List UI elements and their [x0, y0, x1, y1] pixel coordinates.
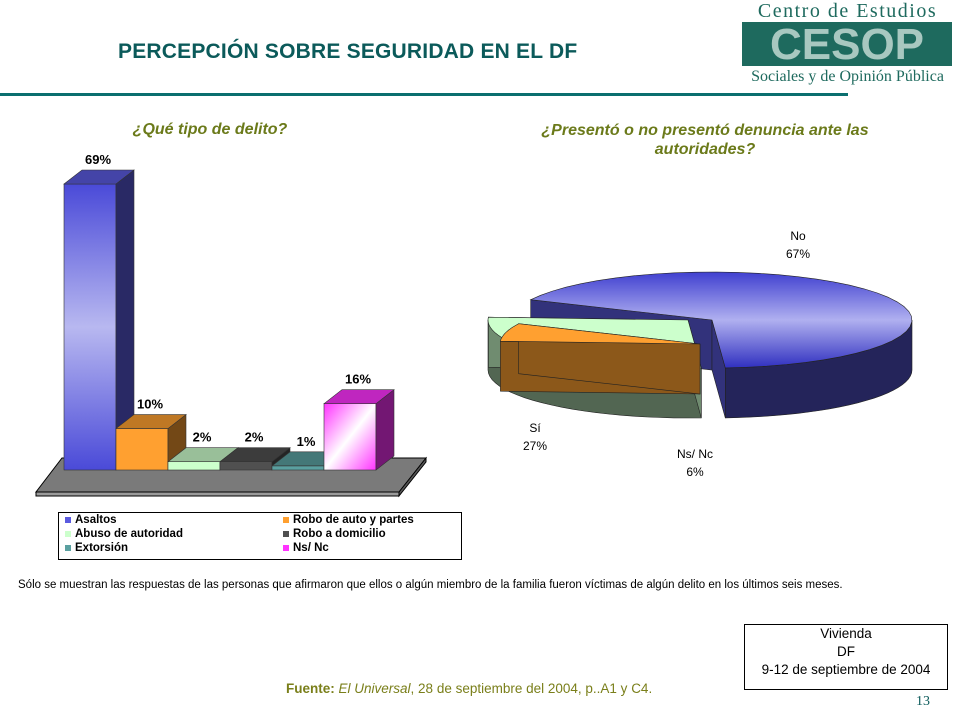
legend-item-4: Robo a domicilio — [283, 528, 386, 540]
pie-category-label-3: Ns/ Nc — [677, 447, 713, 461]
legend-label-2: Robo de auto y partes — [293, 514, 414, 526]
bar-chart-legend: Asaltos Robo de auto y partes Abuso de aut… — [58, 512, 462, 560]
legend-item-3: Abuso de autoridad — [65, 528, 183, 540]
bar-front-1 — [63, 183, 117, 471]
bar-value-label-3: 2% — [193, 430, 212, 445]
bar-chart-title: ¿Qué tipo de delito? — [132, 121, 288, 138]
bar-value-label-5: 1% — [297, 434, 316, 449]
bar-top-2 — [115, 414, 187, 429]
legend-item-2: Robo de auto y partes — [283, 514, 414, 526]
footnote: Sólo se muestran las respuestas de las p… — [18, 579, 843, 591]
pie-top-1 — [529, 271, 913, 369]
source-publication: El Universal — [338, 681, 411, 696]
bar-4: 2% — [219, 430, 291, 471]
legend-label-3: Abuso de autoridad — [75, 528, 183, 540]
pie-category-label-1: No — [790, 229, 806, 243]
pie-chart: No 67% Sí 27% Ns/ Nc 6% — [487, 229, 913, 479]
pie-value-label-2: 27% — [523, 439, 547, 453]
legend-swatch-1 — [65, 516, 71, 523]
pie-value-label-3: 6% — [686, 465, 704, 479]
survey-region: DF — [837, 644, 855, 659]
bar-front-2 — [115, 428, 169, 471]
legend-item-5: Extorsión — [65, 542, 128, 554]
legend-item-1: Asaltos — [65, 514, 117, 526]
pie-top-3 — [500, 323, 701, 345]
bar-value-label-6: 16% — [345, 372, 371, 387]
page-number: 13 — [916, 694, 930, 709]
logo-mark-text: CESOP — [770, 22, 924, 66]
logo-mark: CESOP — [742, 22, 952, 66]
bar-value-label-2: 10% — [137, 397, 163, 412]
bar-chart: 69% 10% 2% 2% 1% 16% — [34, 152, 428, 498]
survey-info-box: Vivienda DF 9-12 de septiembre de 2004 — [744, 624, 948, 690]
legend-swatch-4 — [283, 530, 289, 537]
bar-value-label-1: 69% — [85, 152, 111, 167]
cesop-logo: Centro de Estudios CESOP Sociales y de O… — [740, 0, 955, 92]
bar-6: 16% — [323, 372, 395, 471]
source-label: Fuente: — [286, 681, 335, 696]
bar-front-6 — [323, 403, 377, 471]
legend-swatch-2 — [283, 516, 289, 523]
pie-value-label-1: 67% — [786, 247, 810, 261]
bar-top-4 — [219, 447, 291, 463]
bar-1: 69% — [63, 152, 135, 471]
bar-front-5 — [271, 465, 325, 471]
legend-label-5: Extorsión — [75, 542, 129, 554]
logo-top-text: Centro de Estudios — [757, 0, 938, 22]
bar-top-1 — [63, 169, 135, 185]
legend-label-4: Robo a domicilio — [293, 528, 386, 540]
legend-label-1: Asaltos — [75, 514, 117, 526]
pie-chart-title: ¿Presentó o no presentó denuncia ante la… — [541, 122, 869, 158]
legend-swatch-5 — [65, 544, 71, 551]
bar-top-6 — [323, 389, 395, 404]
survey-type: Vivienda — [820, 626, 872, 641]
legend-item-6: Ns/ Nc — [283, 542, 329, 554]
bar-front-3 — [167, 461, 221, 471]
legend-swatch-3 — [65, 530, 71, 537]
logo-bottom-text: Sociales y de Opinión Pública — [751, 68, 944, 85]
page-title: PERCEPCIÓN SOBRE SEGURIDAD EN EL DF — [118, 40, 578, 63]
title-divider — [0, 93, 848, 96]
source-details: , 28 de septiembre del 2004, p..A1 y C4. — [410, 681, 653, 696]
legend-swatch-6 — [283, 544, 289, 551]
bar-chart-marks: 69% 10% 2% 2% 1% 16% — [63, 152, 395, 471]
legend-label-6: Ns/ Nc — [293, 542, 329, 554]
bar-front-4 — [219, 461, 273, 471]
source-citation: Fuente: El Universal, 28 de septiembre d… — [286, 681, 652, 696]
survey-dates: 9-12 de septiembre de 2004 — [761, 662, 931, 677]
pie-chart-marks: No 67% Sí 27% Ns/ Nc 6% — [487, 229, 913, 479]
pie-slice-3 — [500, 323, 701, 395]
bar-value-label-4: 2% — [245, 430, 264, 445]
pie-category-label-2: Sí — [529, 421, 541, 435]
